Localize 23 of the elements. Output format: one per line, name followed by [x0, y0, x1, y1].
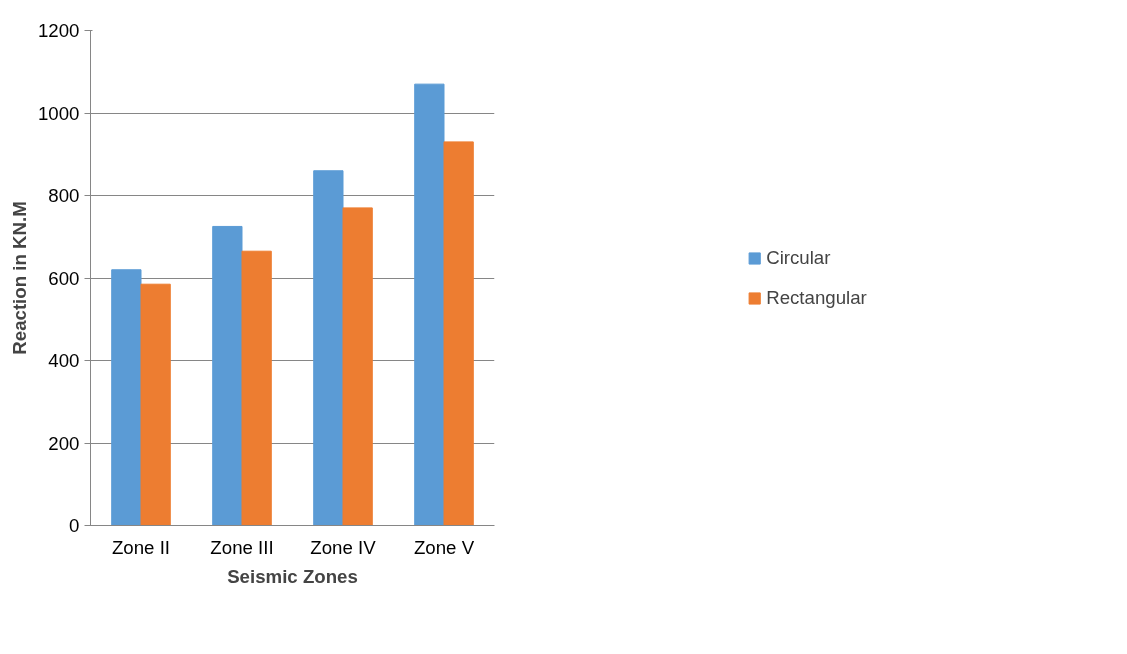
- y-tick-label: 800: [48, 185, 80, 206]
- bar: [443, 141, 474, 526]
- x-tick-label: Zone IV: [310, 536, 377, 558]
- bar: [241, 250, 272, 526]
- x-axis-title: Seismic Zones: [227, 565, 358, 587]
- y-tick-label: 400: [48, 350, 80, 371]
- legend-label: Circular: [766, 246, 831, 269]
- y-tick-label: 1000: [38, 102, 80, 124]
- bar: [313, 170, 344, 526]
- x-tick-label: Zone II: [111, 536, 171, 558]
- x-tick-label: Zone III: [210, 536, 274, 558]
- y-tick-label: 600: [48, 267, 80, 289]
- bar: [414, 83, 445, 526]
- bar: [140, 283, 171, 526]
- x-tick-label: Zone V: [413, 536, 475, 558]
- y-tick-label: 1200: [38, 20, 80, 41]
- y-tick-label: 0: [69, 515, 80, 536]
- bar: [342, 207, 373, 526]
- y-axis-title: Reaction in KN.M: [9, 201, 30, 355]
- bar: [111, 269, 142, 526]
- legend-label: Rectangular: [766, 286, 867, 309]
- bar: [212, 225, 243, 526]
- y-tick-label: 200: [48, 432, 80, 454]
